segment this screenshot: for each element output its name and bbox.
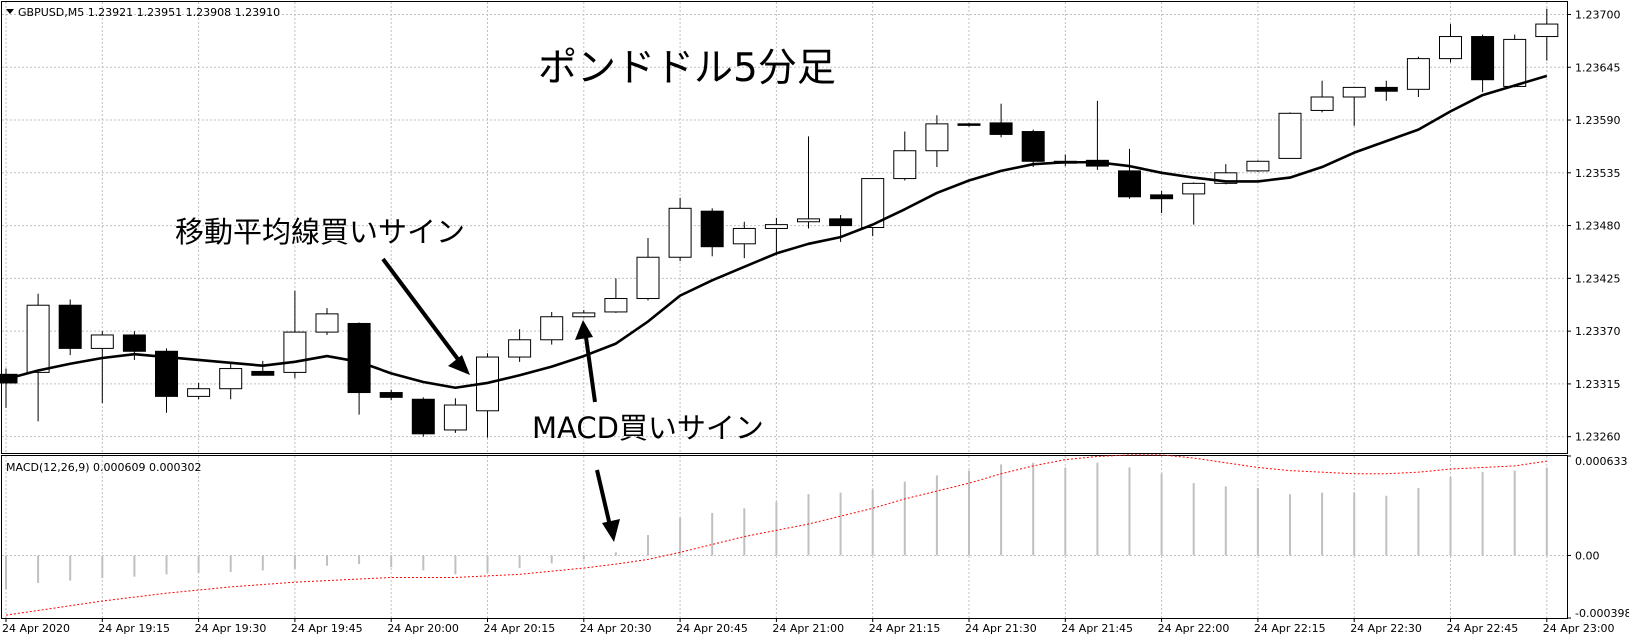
x-tick-label: 24 Apr 19:15 xyxy=(98,622,170,635)
candle xyxy=(1246,160,1270,172)
x-tick-label: 24 Apr 21:00 xyxy=(772,622,844,635)
candle xyxy=(443,398,467,433)
candle xyxy=(925,115,949,168)
candle xyxy=(604,278,628,313)
candle xyxy=(411,397,435,437)
candle xyxy=(1406,56,1430,97)
x-tick-label: 24 Apr 21:45 xyxy=(1061,622,1133,635)
candle xyxy=(251,360,275,376)
macd-crossover-arrow xyxy=(595,469,620,542)
y-tick-label: 1.23700 xyxy=(1575,8,1621,21)
chart-annotation-title: ポンドドル5分足 xyxy=(538,46,836,91)
collapse-triangle-icon[interactable] xyxy=(6,9,14,14)
price-grid xyxy=(2,2,1567,453)
x-tick-label: 24 Apr 21:30 xyxy=(965,622,1037,635)
x-tick-label: 24 Apr 19:30 xyxy=(195,622,267,635)
y-tick-label: 0.00 xyxy=(1575,549,1600,562)
macd-header: MACD(12,26,9) 0.000609 0.000302 xyxy=(6,461,202,474)
candle xyxy=(861,178,885,237)
candle xyxy=(219,363,243,400)
candle xyxy=(283,290,307,379)
candle xyxy=(155,348,178,413)
macd-panel-border xyxy=(1,455,1568,619)
x-tick-label: 24 Apr 20:00 xyxy=(387,622,459,635)
x-tick-label: 24 Apr 20:30 xyxy=(580,622,652,635)
candle xyxy=(893,131,917,181)
candle xyxy=(1471,34,1495,93)
macd-histogram xyxy=(5,462,1548,590)
candle xyxy=(1150,191,1174,214)
price-axis: 1.23700 1.23645 1.23590 1.23535 1.23480 1.234… xyxy=(1567,8,1621,444)
candle xyxy=(1439,24,1462,63)
y-tick-label: 1.23480 xyxy=(1575,220,1621,233)
moving-average-line xyxy=(5,74,1548,390)
candle xyxy=(0,368,18,408)
x-tick-label: 24 Apr 20:45 xyxy=(676,622,748,635)
candle xyxy=(1310,80,1334,113)
symbol-header: GBPUSD,M5 1.23921 1.23951 1.23908 1.2391… xyxy=(18,6,280,19)
y-tick-label: 1.23425 xyxy=(1575,272,1621,285)
y-tick-label: 1.23260 xyxy=(1575,431,1621,444)
candle xyxy=(1182,182,1206,225)
price-panel-border xyxy=(1,1,1568,454)
candle xyxy=(572,310,596,318)
x-tick-label: 24 Apr 22:00 xyxy=(1158,622,1230,635)
time-axis: 24 Apr 2020 24 Apr 19:15 24 Apr 19:30 24 Ap… xyxy=(2,618,1615,635)
y-tick-label: 1.23590 xyxy=(1575,114,1621,127)
x-tick-label: 24 Apr 22:15 xyxy=(1254,622,1326,635)
x-tick-label: 24 Apr 21:15 xyxy=(869,622,941,635)
candle xyxy=(797,136,820,229)
x-tick-label: 24 Apr 19:45 xyxy=(291,622,363,635)
macd-axis: 0.000633 0.00 -0.000398 xyxy=(1567,455,1629,620)
y-tick-label: 1.23370 xyxy=(1575,325,1621,338)
candle xyxy=(187,382,211,400)
candle xyxy=(636,238,660,301)
candle xyxy=(26,293,50,422)
macd-signal-line xyxy=(5,454,1547,616)
candle xyxy=(1085,100,1109,170)
candle xyxy=(540,311,564,345)
candle xyxy=(1118,148,1141,199)
candle xyxy=(476,353,499,438)
candle xyxy=(1374,80,1398,101)
x-tick-label: 24 Apr 22:45 xyxy=(1447,622,1519,635)
candle xyxy=(58,299,82,356)
candle xyxy=(957,122,981,127)
macd-grid xyxy=(2,456,1567,618)
candle xyxy=(700,208,724,257)
x-tick-label: 24 Apr 22:30 xyxy=(1350,622,1422,635)
candle xyxy=(1503,34,1527,88)
y-tick-label: 1.23535 xyxy=(1575,167,1621,180)
candle xyxy=(1342,86,1366,126)
x-tick-label: 24 Apr 23:00 xyxy=(1543,622,1615,635)
ma-signal-arrow xyxy=(381,257,470,375)
candle xyxy=(1535,8,1559,61)
candle xyxy=(668,197,692,262)
candle xyxy=(508,329,532,362)
y-tick-label: 1.23315 xyxy=(1575,378,1621,391)
macd-signal-label: MACD買いサイン xyxy=(532,411,764,445)
candle xyxy=(732,221,756,259)
candle xyxy=(347,322,371,415)
candlesticks xyxy=(0,8,1559,438)
candle xyxy=(90,331,114,404)
x-tick-label: 24 Apr 2020 xyxy=(2,622,70,635)
candle xyxy=(1021,129,1045,168)
ma-signal-label: 移動平均線買いサイン xyxy=(175,215,465,249)
macd-signal-arrow xyxy=(575,320,597,403)
candle xyxy=(989,103,1013,138)
candle xyxy=(1278,112,1302,159)
candle xyxy=(315,308,339,335)
y-tick-label: 0.000633 xyxy=(1575,455,1628,468)
y-tick-label: -0.000398 xyxy=(1575,607,1629,620)
candle xyxy=(764,217,788,256)
candle xyxy=(379,389,403,401)
y-tick-label: 1.23645 xyxy=(1575,61,1621,74)
candle xyxy=(1053,154,1077,167)
x-tick-label: 24 Apr 20:15 xyxy=(484,622,556,635)
